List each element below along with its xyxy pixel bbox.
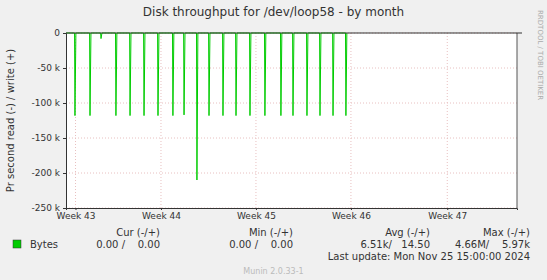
y-tick-mark (63, 173, 66, 174)
footer: Munin 2.0.33-1 (243, 267, 303, 276)
y-axis-title: Pr second read (-) / write (+) (5, 49, 16, 192)
grid-line-y (66, 68, 517, 69)
last-update: Last update: Mon Nov 25 15:00:00 2024 (328, 251, 530, 262)
x-tick-mark (447, 208, 448, 210)
legend: Cur (-/+) Min (-/+) Avg (-/+) Max (-/+) Byte… (13, 227, 530, 250)
plot-area (66, 33, 517, 208)
y-axis-line (63, 34, 67, 209)
grid-line-x (160, 33, 161, 208)
x-tick-label: Week 44 (142, 211, 181, 221)
grid-line-x (255, 33, 256, 208)
x-tick-label: Week 43 (57, 211, 96, 221)
legend-column-header: Cur (-/+) (116, 227, 160, 238)
y-tick-mark (63, 208, 66, 209)
legend-cell: 6.51k/ 14.50 (360, 239, 430, 250)
x-tick: Week 43 (57, 208, 96, 221)
grid-line-y (66, 103, 517, 104)
x-tick-mark (351, 208, 352, 210)
x-axis: Week 43 Week 44 Week 45 Week 46 Week 47 (57, 208, 518, 221)
grid-line-x (350, 33, 351, 208)
frame-top (66, 33, 522, 34)
y-tick: -50 k (37, 63, 66, 73)
x-tick: Week 46 (332, 208, 371, 221)
legend-column-header: Min (-/+) (249, 227, 293, 238)
y-tick-mark (63, 103, 66, 104)
x-tick-mark (161, 208, 162, 210)
y-tick-mark (63, 68, 66, 69)
x-tick-mark (256, 208, 257, 210)
y-tick: -150 k (32, 133, 67, 143)
title: Disk throughput for /dev/loop58 - by mon… (143, 5, 404, 19)
legend-swatch (13, 240, 21, 248)
x-tick: Week 44 (142, 208, 181, 221)
y-tick-mark (63, 138, 66, 139)
legend-entry: Bytes (30, 239, 58, 250)
x-axis-line (67, 209, 518, 211)
marks (66, 33, 347, 180)
x-tick-label: Week 47 (428, 211, 467, 221)
y-tick: -200 k (32, 168, 67, 178)
watermark: RRDTOOL / TOBI OETIKER (536, 10, 544, 100)
y-axis: -250 k-200 k-150 k-100 k-50 k0 (32, 28, 67, 213)
y-tick-label: -100 k (32, 98, 61, 108)
y-tick-mark (63, 33, 66, 34)
y-tick-label: -150 k (32, 133, 61, 143)
legend-column-header: Avg (-/+) (385, 227, 430, 238)
x-tick: Week 45 (237, 208, 276, 221)
y-tick-label: -50 k (37, 63, 61, 73)
y-tick: -100 k (32, 98, 67, 108)
y-tick: 0 (54, 28, 66, 38)
y-tick-label: 0 (54, 28, 60, 38)
x-tick-label: Week 46 (332, 211, 371, 221)
x-tick-label: Week 45 (237, 211, 276, 221)
series-line (66, 33, 347, 180)
legend-cell: 0.00 / 0.00 (96, 239, 160, 250)
legend-cell: 0.00 / 0.00 (229, 239, 293, 250)
y-tick-label: -200 k (32, 168, 61, 178)
chart: -250 k-200 k-150 k-100 k-50 k0Week 43Wee… (0, 0, 547, 280)
legend-cell: 4.66M/ 5.97k (455, 239, 530, 250)
grid (66, 33, 517, 208)
grid-line-y (66, 138, 517, 139)
x-tick-mark (75, 208, 76, 210)
legend-column-header: Max (-/+) (483, 227, 530, 238)
x-tick: Week 47 (428, 208, 467, 221)
frame-right (517, 33, 518, 208)
grid-line-x (447, 33, 448, 208)
grid-line-y (66, 173, 517, 174)
background (0, 0, 547, 280)
